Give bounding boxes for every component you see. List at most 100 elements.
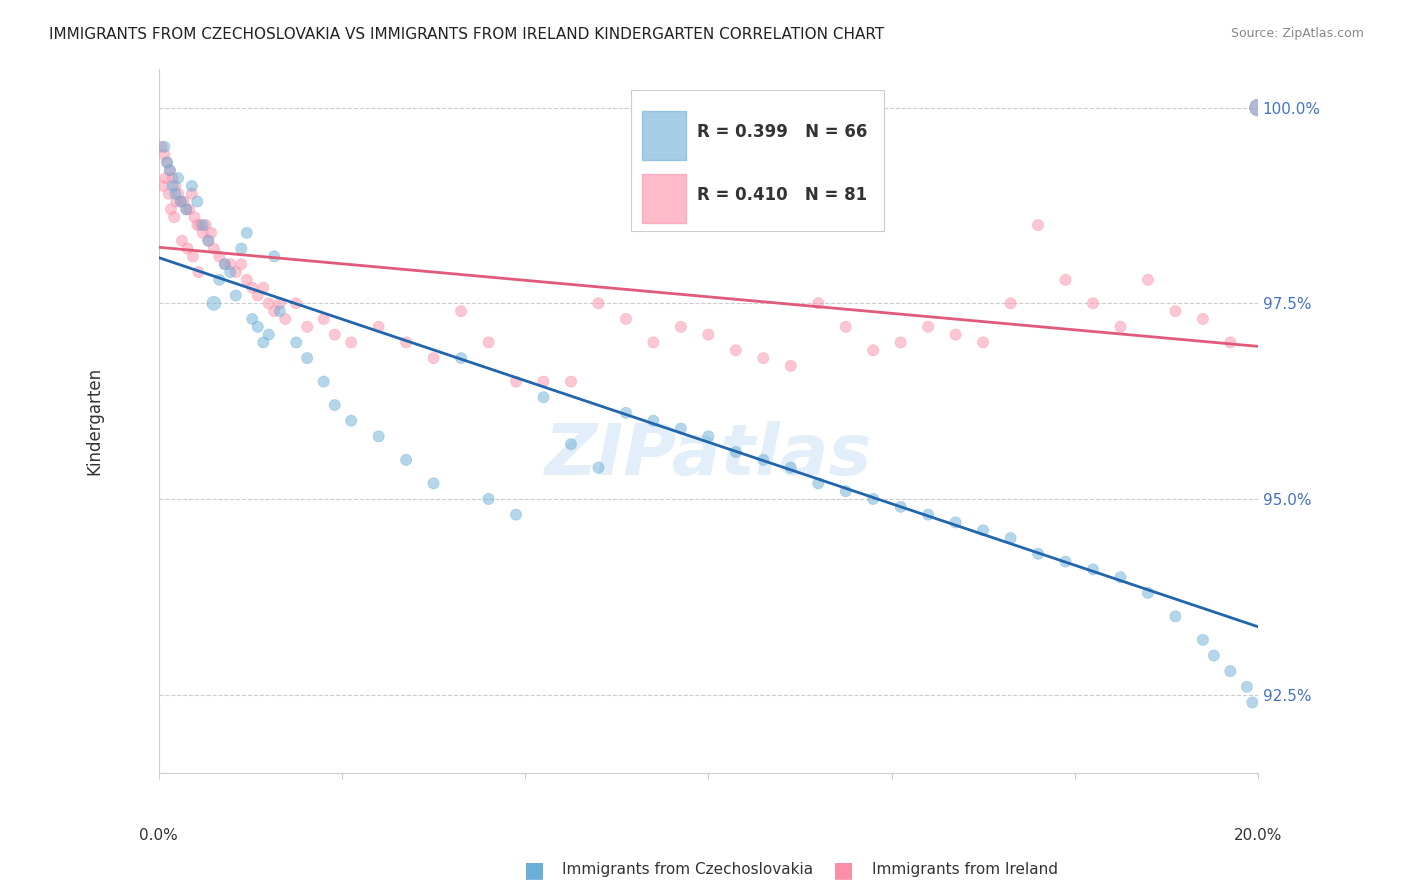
Point bbox=[170, 234, 193, 248]
Point bbox=[1241, 696, 1264, 710]
Point bbox=[231, 242, 253, 256]
Point bbox=[231, 257, 253, 271]
Point bbox=[835, 319, 858, 334]
Point bbox=[945, 516, 967, 530]
Point bbox=[163, 211, 186, 225]
Point bbox=[560, 437, 582, 451]
Point bbox=[1236, 680, 1258, 694]
Point bbox=[1000, 296, 1022, 310]
Point bbox=[177, 202, 200, 217]
Point bbox=[269, 304, 291, 318]
Point bbox=[323, 398, 346, 412]
Point bbox=[862, 343, 884, 358]
Point bbox=[972, 335, 994, 350]
Point bbox=[1026, 218, 1049, 232]
Point bbox=[183, 211, 205, 225]
Point bbox=[167, 171, 190, 186]
Point bbox=[340, 335, 363, 350]
Point bbox=[202, 242, 225, 256]
Bar bbox=[643, 111, 686, 160]
Point bbox=[165, 186, 187, 201]
Point bbox=[890, 335, 912, 350]
Point bbox=[395, 335, 418, 350]
Point bbox=[240, 280, 263, 294]
Point bbox=[533, 390, 555, 404]
Point bbox=[191, 218, 214, 232]
Point bbox=[150, 140, 173, 154]
Point bbox=[297, 319, 319, 334]
Point bbox=[505, 375, 527, 389]
Point bbox=[263, 304, 285, 318]
Point bbox=[202, 296, 225, 310]
Point bbox=[208, 273, 231, 287]
Point bbox=[323, 327, 346, 342]
Text: ZIPatlas: ZIPatlas bbox=[544, 421, 872, 491]
Point bbox=[208, 249, 231, 263]
Text: ■: ■ bbox=[524, 860, 544, 880]
Point bbox=[450, 304, 472, 318]
Point bbox=[1164, 609, 1187, 624]
Point bbox=[367, 429, 389, 443]
Point bbox=[181, 249, 204, 263]
Point bbox=[1247, 101, 1270, 115]
Point bbox=[162, 178, 184, 193]
Point bbox=[807, 296, 830, 310]
Point bbox=[186, 218, 208, 232]
Point bbox=[285, 296, 308, 310]
Point bbox=[1192, 312, 1215, 326]
Point bbox=[1136, 586, 1159, 600]
Point bbox=[1109, 570, 1132, 584]
Point bbox=[697, 327, 720, 342]
Text: R = 0.399   N = 66: R = 0.399 N = 66 bbox=[697, 123, 868, 141]
Point bbox=[1081, 296, 1104, 310]
Point bbox=[945, 327, 967, 342]
Point bbox=[197, 234, 219, 248]
Point bbox=[173, 194, 195, 209]
Point bbox=[180, 186, 202, 201]
Point bbox=[257, 327, 280, 342]
Point bbox=[1054, 273, 1077, 287]
Point bbox=[219, 257, 242, 271]
Point bbox=[176, 202, 198, 217]
Point bbox=[225, 265, 247, 279]
Point bbox=[643, 414, 665, 428]
Point bbox=[214, 257, 236, 271]
Point bbox=[176, 202, 198, 217]
Point bbox=[917, 319, 939, 334]
Point bbox=[643, 335, 665, 350]
Point bbox=[1219, 664, 1241, 678]
Point bbox=[200, 226, 222, 240]
Point bbox=[219, 265, 242, 279]
Point bbox=[165, 194, 187, 209]
Point bbox=[156, 155, 179, 169]
Point bbox=[1000, 531, 1022, 545]
Point bbox=[890, 500, 912, 514]
Point bbox=[236, 273, 259, 287]
Point bbox=[1054, 555, 1077, 569]
Point bbox=[152, 178, 174, 193]
Point bbox=[1164, 304, 1187, 318]
Point bbox=[157, 186, 180, 201]
Point bbox=[779, 359, 801, 373]
Point bbox=[214, 257, 236, 271]
Point bbox=[614, 312, 637, 326]
Y-axis label: Kindergarten: Kindergarten bbox=[86, 367, 103, 475]
Point bbox=[477, 491, 499, 506]
Point bbox=[240, 312, 263, 326]
Point bbox=[167, 186, 190, 201]
Point bbox=[197, 234, 219, 248]
Point bbox=[285, 335, 308, 350]
Point bbox=[312, 312, 335, 326]
Point bbox=[159, 163, 181, 178]
Point bbox=[560, 375, 582, 389]
Point bbox=[269, 296, 291, 310]
Point bbox=[752, 453, 775, 467]
Point bbox=[274, 312, 297, 326]
Point bbox=[297, 351, 319, 365]
Point bbox=[1081, 562, 1104, 576]
Point bbox=[340, 414, 363, 428]
Point bbox=[917, 508, 939, 522]
Bar bbox=[643, 174, 686, 224]
Point bbox=[252, 280, 274, 294]
Point bbox=[862, 491, 884, 506]
